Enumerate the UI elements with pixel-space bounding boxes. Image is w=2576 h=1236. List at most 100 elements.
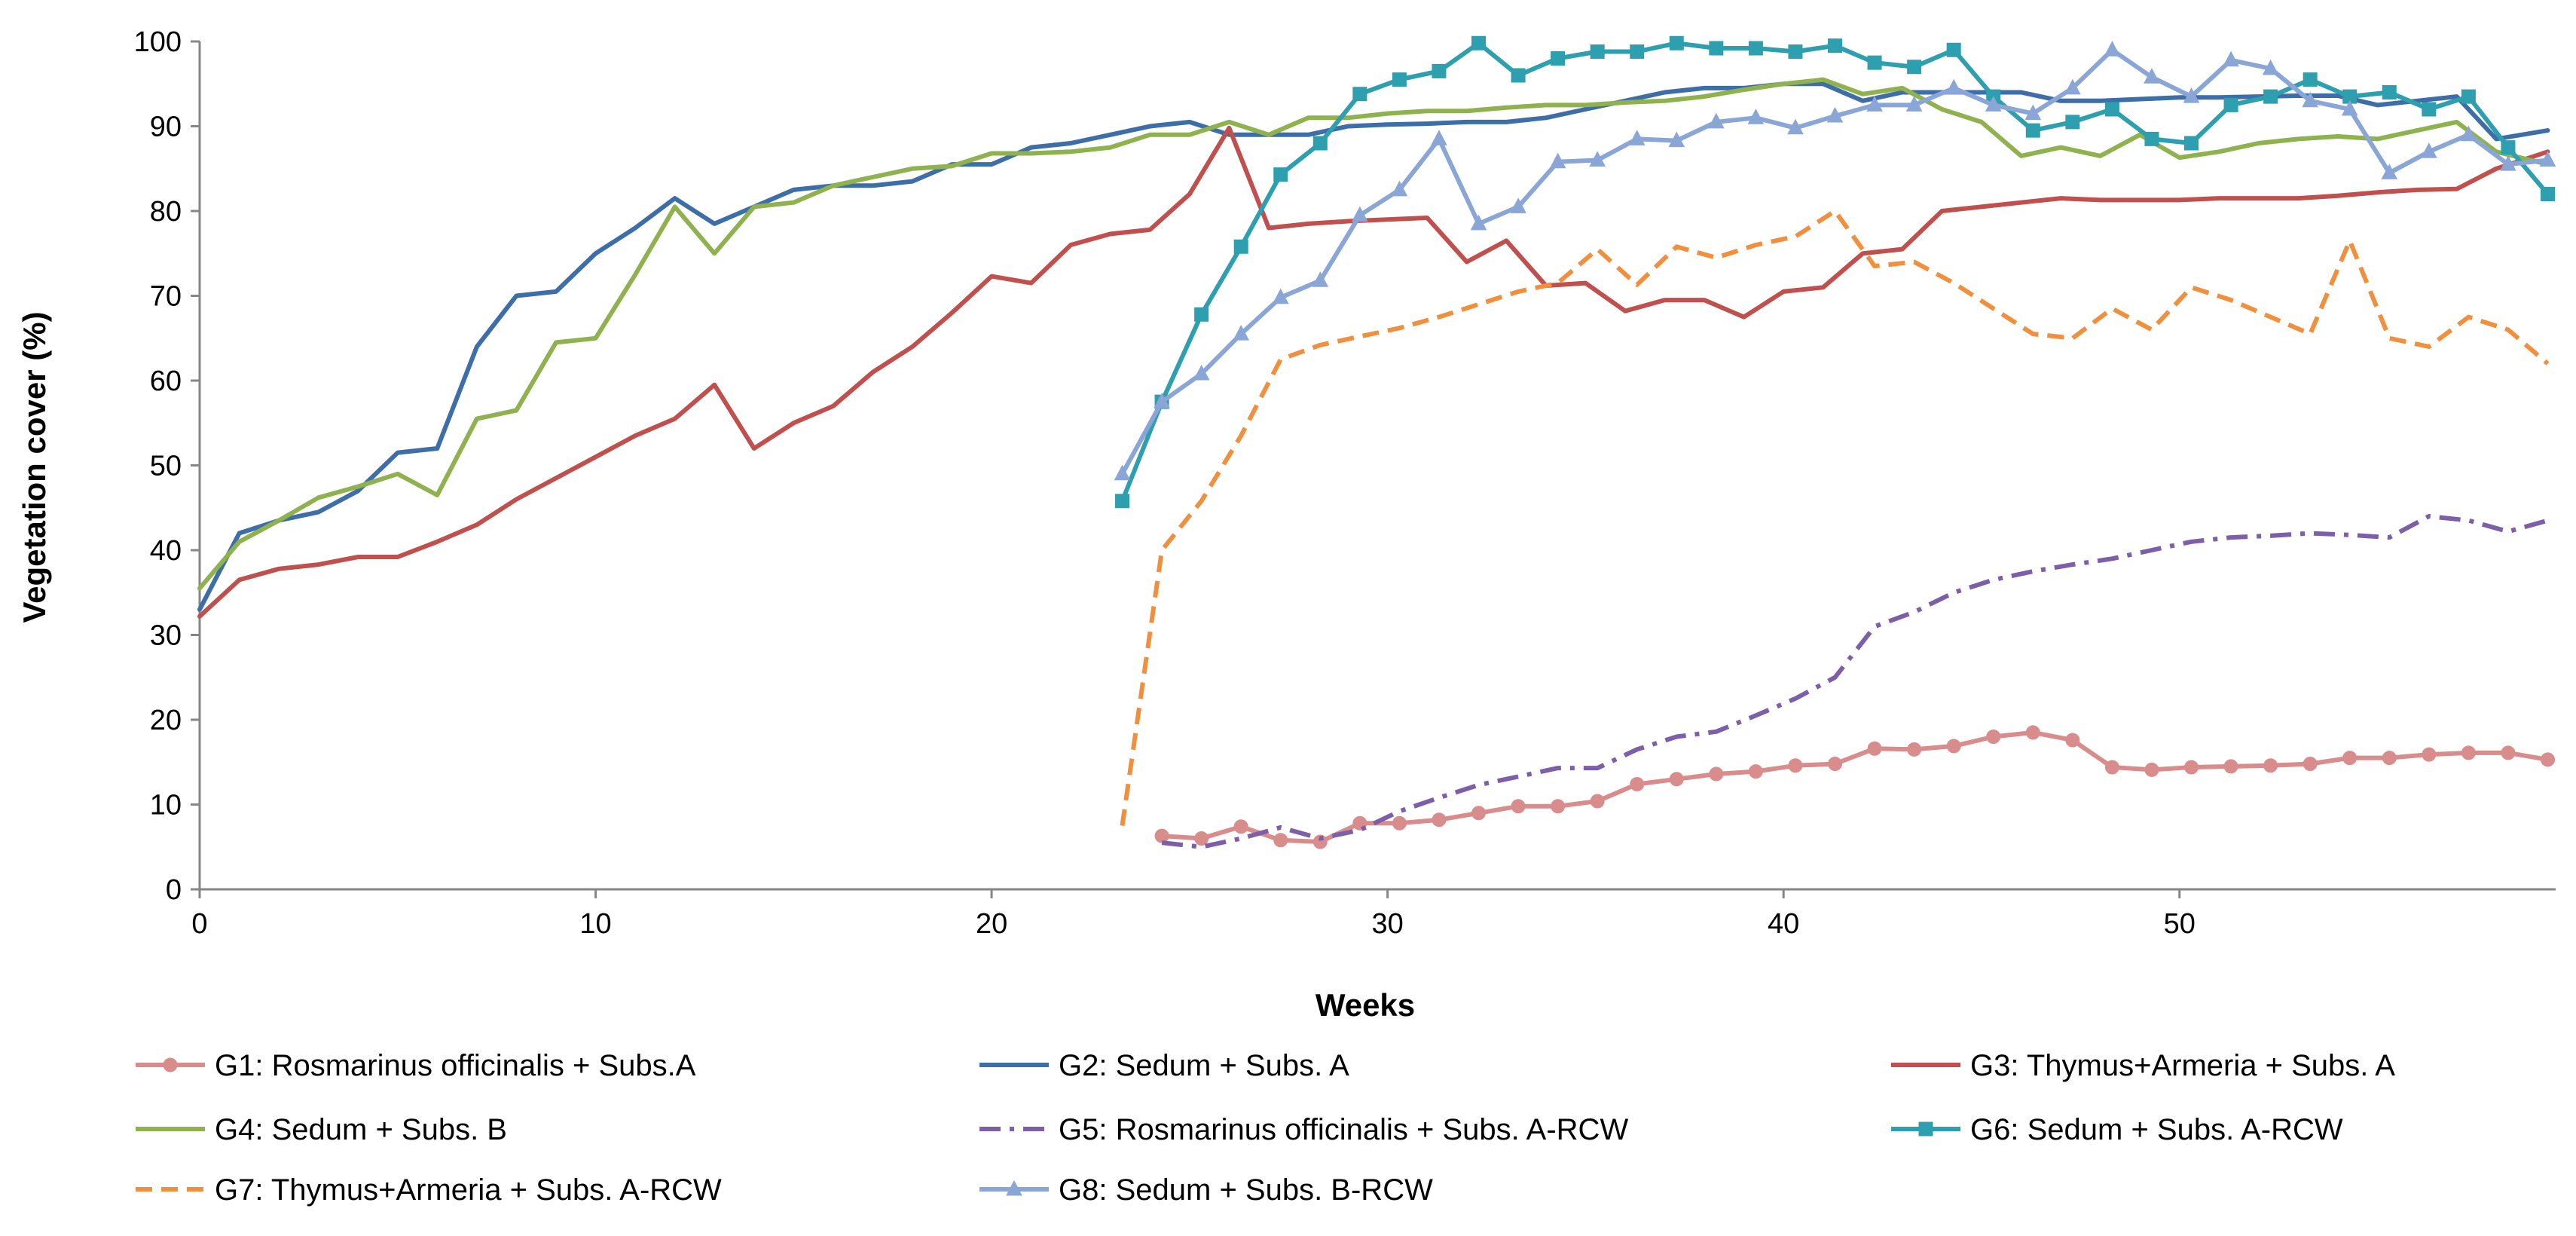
data-point (1352, 206, 1368, 222)
data-point (1590, 44, 1605, 59)
x-axis-title: Weeks (1316, 987, 1415, 1023)
legend-item-g3: G3: Thymus+Armeria + Subs. A (1891, 1049, 2395, 1082)
data-point (1233, 239, 1248, 254)
y-tick-label: 70 (150, 281, 182, 313)
data-point (1630, 777, 1645, 791)
data-point (1273, 167, 1288, 182)
data-point (1471, 35, 1487, 50)
data-point (2065, 115, 2080, 130)
data-point (1946, 739, 1961, 754)
data-point (2223, 97, 2238, 112)
data-point (1788, 44, 1803, 59)
data-point (1708, 112, 1725, 129)
x-tick-label: 10 (579, 908, 611, 940)
legend-item-g4: G4: Sedum + Subs. B (136, 1113, 507, 1146)
data-point (1709, 766, 1724, 782)
data-point (2183, 760, 2199, 775)
legend-label: G4: Sedum + Subs. B (215, 1113, 507, 1146)
data-point (2064, 78, 2081, 95)
data-point (2263, 89, 2278, 104)
series-line-g1 (1160, 730, 2550, 844)
data-point (2461, 89, 2476, 104)
data-point (1628, 130, 1646, 145)
y-axis: 0 10 20 30 40 50 60 70 80 90 100 (134, 26, 201, 906)
series-g8 (1114, 41, 2556, 481)
data-point (2144, 68, 2160, 84)
legend-label: G8: Sedum + Subs. B-RCW (1059, 1173, 1433, 1207)
data-point (2382, 85, 2397, 99)
data-point (1986, 730, 2001, 744)
legend-label: G1: Rosmarinus officinalis + Subs.A (215, 1049, 696, 1082)
data-point (1551, 799, 1566, 814)
data-point (1154, 828, 1169, 843)
data-point (2065, 733, 2080, 748)
legend-label: G5: Rosmarinus officinalis + Subs. A-RCW (1059, 1113, 1628, 1146)
legend-item-g8: G8: Sedum + Subs. B-RCW (979, 1173, 1433, 1207)
series-g3 (197, 125, 2550, 619)
data-point (1470, 214, 1487, 231)
y-tick-label: 100 (134, 26, 182, 58)
data-point (2262, 59, 2279, 75)
y-tick-label: 90 (150, 112, 182, 143)
data-point (1194, 307, 1209, 322)
data-point (1866, 96, 1883, 112)
data-point (2303, 72, 2318, 87)
data-point (1551, 51, 1566, 66)
legend-marker (1918, 1121, 1933, 1137)
data-point (2422, 747, 2437, 762)
legend-item-g6: G6: Sedum + Subs. A-RCW (1891, 1113, 2343, 1146)
data-point (2420, 142, 2437, 158)
data-point (1669, 35, 1684, 50)
data-point (1945, 78, 1962, 95)
data-point (1867, 55, 1882, 70)
data-point (2460, 125, 2477, 142)
data-point (1511, 799, 1526, 814)
data-point (1312, 834, 1328, 849)
data-point (2342, 751, 2358, 766)
y-tick-label: 50 (150, 451, 182, 482)
data-point (1867, 741, 1882, 756)
data-point (2501, 140, 2516, 155)
data-point (1630, 44, 1645, 59)
legend-item-g7: G7: Thymus+Armeria + Subs. A-RCW (136, 1173, 722, 1207)
data-point (2223, 50, 2239, 67)
data-point (2025, 123, 2040, 138)
data-point (1826, 106, 1844, 123)
data-point (1549, 152, 1566, 169)
data-point (1233, 325, 1250, 341)
legend: G1: Rosmarinus officinalis + Subs.A G2: S… (136, 1049, 2395, 1207)
y-tick-label: 20 (150, 705, 182, 736)
data-point (1194, 831, 1209, 846)
y-axis-title: Vegetation cover (%) (17, 311, 52, 623)
data-point (1905, 96, 1923, 112)
data-point (1907, 60, 1922, 75)
data-point (1312, 271, 1329, 287)
data-point (1114, 464, 1131, 481)
legend-item-g1: G1: Rosmarinus officinalis + Subs.A (136, 1049, 696, 1082)
data-point (1787, 118, 1804, 135)
data-point (2025, 725, 2040, 740)
data-point (2104, 760, 2119, 775)
data-point (2104, 41, 2121, 57)
series-line-g7 (1120, 209, 2550, 827)
data-point (1272, 288, 1289, 304)
data-point (2461, 745, 2476, 760)
data-point (2183, 136, 2199, 151)
x-tick-label: 30 (1371, 908, 1403, 940)
data-point (1233, 819, 1248, 834)
data-point (2540, 752, 2555, 767)
data-point (1391, 180, 1408, 197)
series-g1 (1154, 725, 2555, 849)
data-point (1668, 131, 1685, 148)
series-line-g3 (197, 125, 2550, 619)
x-tick-label: 0 (191, 908, 207, 940)
series-line-g5 (1161, 514, 2549, 849)
data-point (1431, 130, 1447, 145)
data-point (1748, 41, 1763, 56)
legend-label: G6: Sedum + Subs. A-RCW (1970, 1113, 2343, 1146)
series-g5 (1161, 514, 2549, 849)
data-point (2501, 745, 2516, 760)
x-axis: 0 10 20 30 40 50 (191, 888, 2556, 940)
data-point (1788, 758, 1803, 773)
